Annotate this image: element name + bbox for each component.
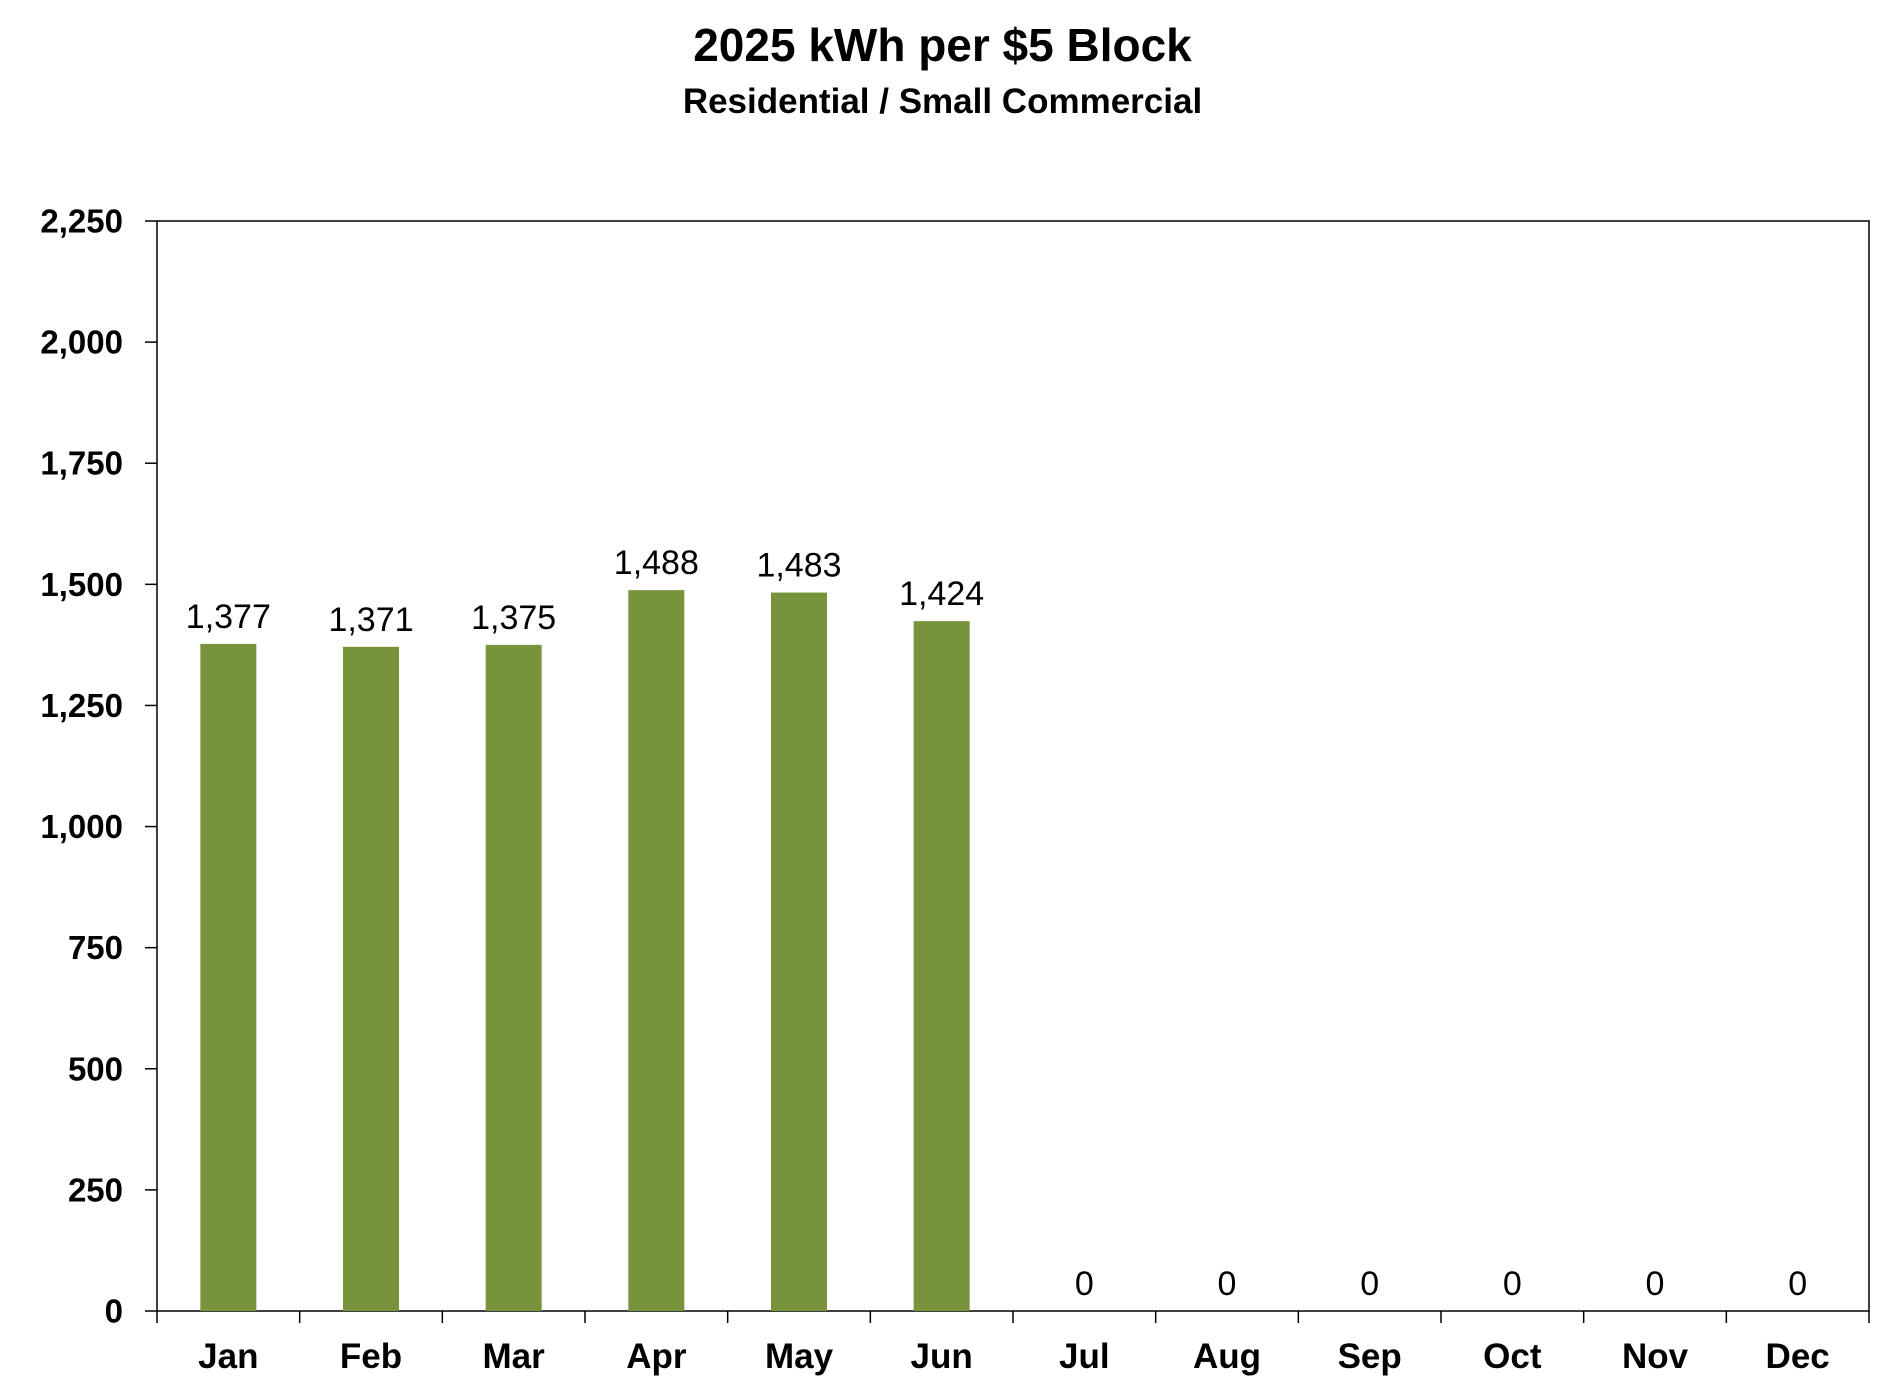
y-tick-label: 2,000 xyxy=(40,324,123,361)
data-label: 1,377 xyxy=(186,598,271,636)
x-tick-label: Nov xyxy=(1622,1337,1689,1376)
data-label: 1,488 xyxy=(614,544,699,582)
data-label: 1,371 xyxy=(328,601,413,639)
bar-jun xyxy=(913,621,970,1311)
x-axis: Jan Feb Mar Apr May Jun Jul Aug Sep Oct Nov Dec xyxy=(156,1311,1870,1376)
x-tick-label: Jan xyxy=(198,1337,258,1376)
x-tick-label: Jul xyxy=(1059,1337,1110,1376)
x-tick-label: Mar xyxy=(483,1337,546,1376)
x-tick-label: May xyxy=(765,1337,834,1376)
plot-area xyxy=(156,220,1870,1312)
y-axis: 0 250 500 750 1,000 1,250 1,500 1,750 2,000 2,250 xyxy=(40,203,157,1330)
x-tick-label: Sep xyxy=(1338,1337,1402,1376)
y-tick-label: 250 xyxy=(68,1171,123,1208)
y-tick-label: 500 xyxy=(68,1050,123,1087)
x-tick-label: Dec xyxy=(1766,1337,1830,1376)
bar-may xyxy=(771,592,827,1311)
data-label: 0 xyxy=(1788,1265,1807,1303)
y-tick-label: 1,750 xyxy=(40,445,123,482)
x-tick-label: Feb xyxy=(340,1337,402,1376)
y-tick-label: 1,500 xyxy=(40,566,123,603)
x-tick-label: Apr xyxy=(626,1337,687,1376)
y-tick-label: 2,250 xyxy=(40,203,123,240)
bar-jan xyxy=(200,643,257,1311)
x-tick-label: Oct xyxy=(1483,1337,1542,1376)
data-label: 0 xyxy=(1646,1265,1665,1303)
data-label: 0 xyxy=(1360,1265,1379,1303)
bar-feb xyxy=(343,646,399,1311)
bars xyxy=(200,590,970,1311)
x-tick-label: Jun xyxy=(911,1337,973,1376)
y-tick-label: 1,000 xyxy=(40,808,123,845)
y-tick-label: 1,250 xyxy=(40,687,123,724)
bar-mar xyxy=(485,644,542,1311)
y-tick-label: 0 xyxy=(105,1293,123,1330)
bar-apr xyxy=(628,590,685,1311)
data-label: 1,375 xyxy=(471,599,556,637)
data-label: 0 xyxy=(1075,1265,1094,1303)
data-label: 1,424 xyxy=(899,575,984,613)
data-labels: 1,377 1,371 1,375 1,488 1,483 1,424 0 0 0 0 0 0 xyxy=(186,544,1807,1303)
chart-title: 2025 kWh per $5 Block xyxy=(693,19,1192,71)
x-tick-label: Aug xyxy=(1193,1337,1261,1376)
data-label: 1,483 xyxy=(756,547,841,585)
chart-subtitle: Residential / Small Commercial xyxy=(682,82,1203,121)
data-label: 0 xyxy=(1218,1265,1237,1303)
y-tick-label: 750 xyxy=(68,929,123,966)
data-label: 0 xyxy=(1503,1265,1522,1303)
